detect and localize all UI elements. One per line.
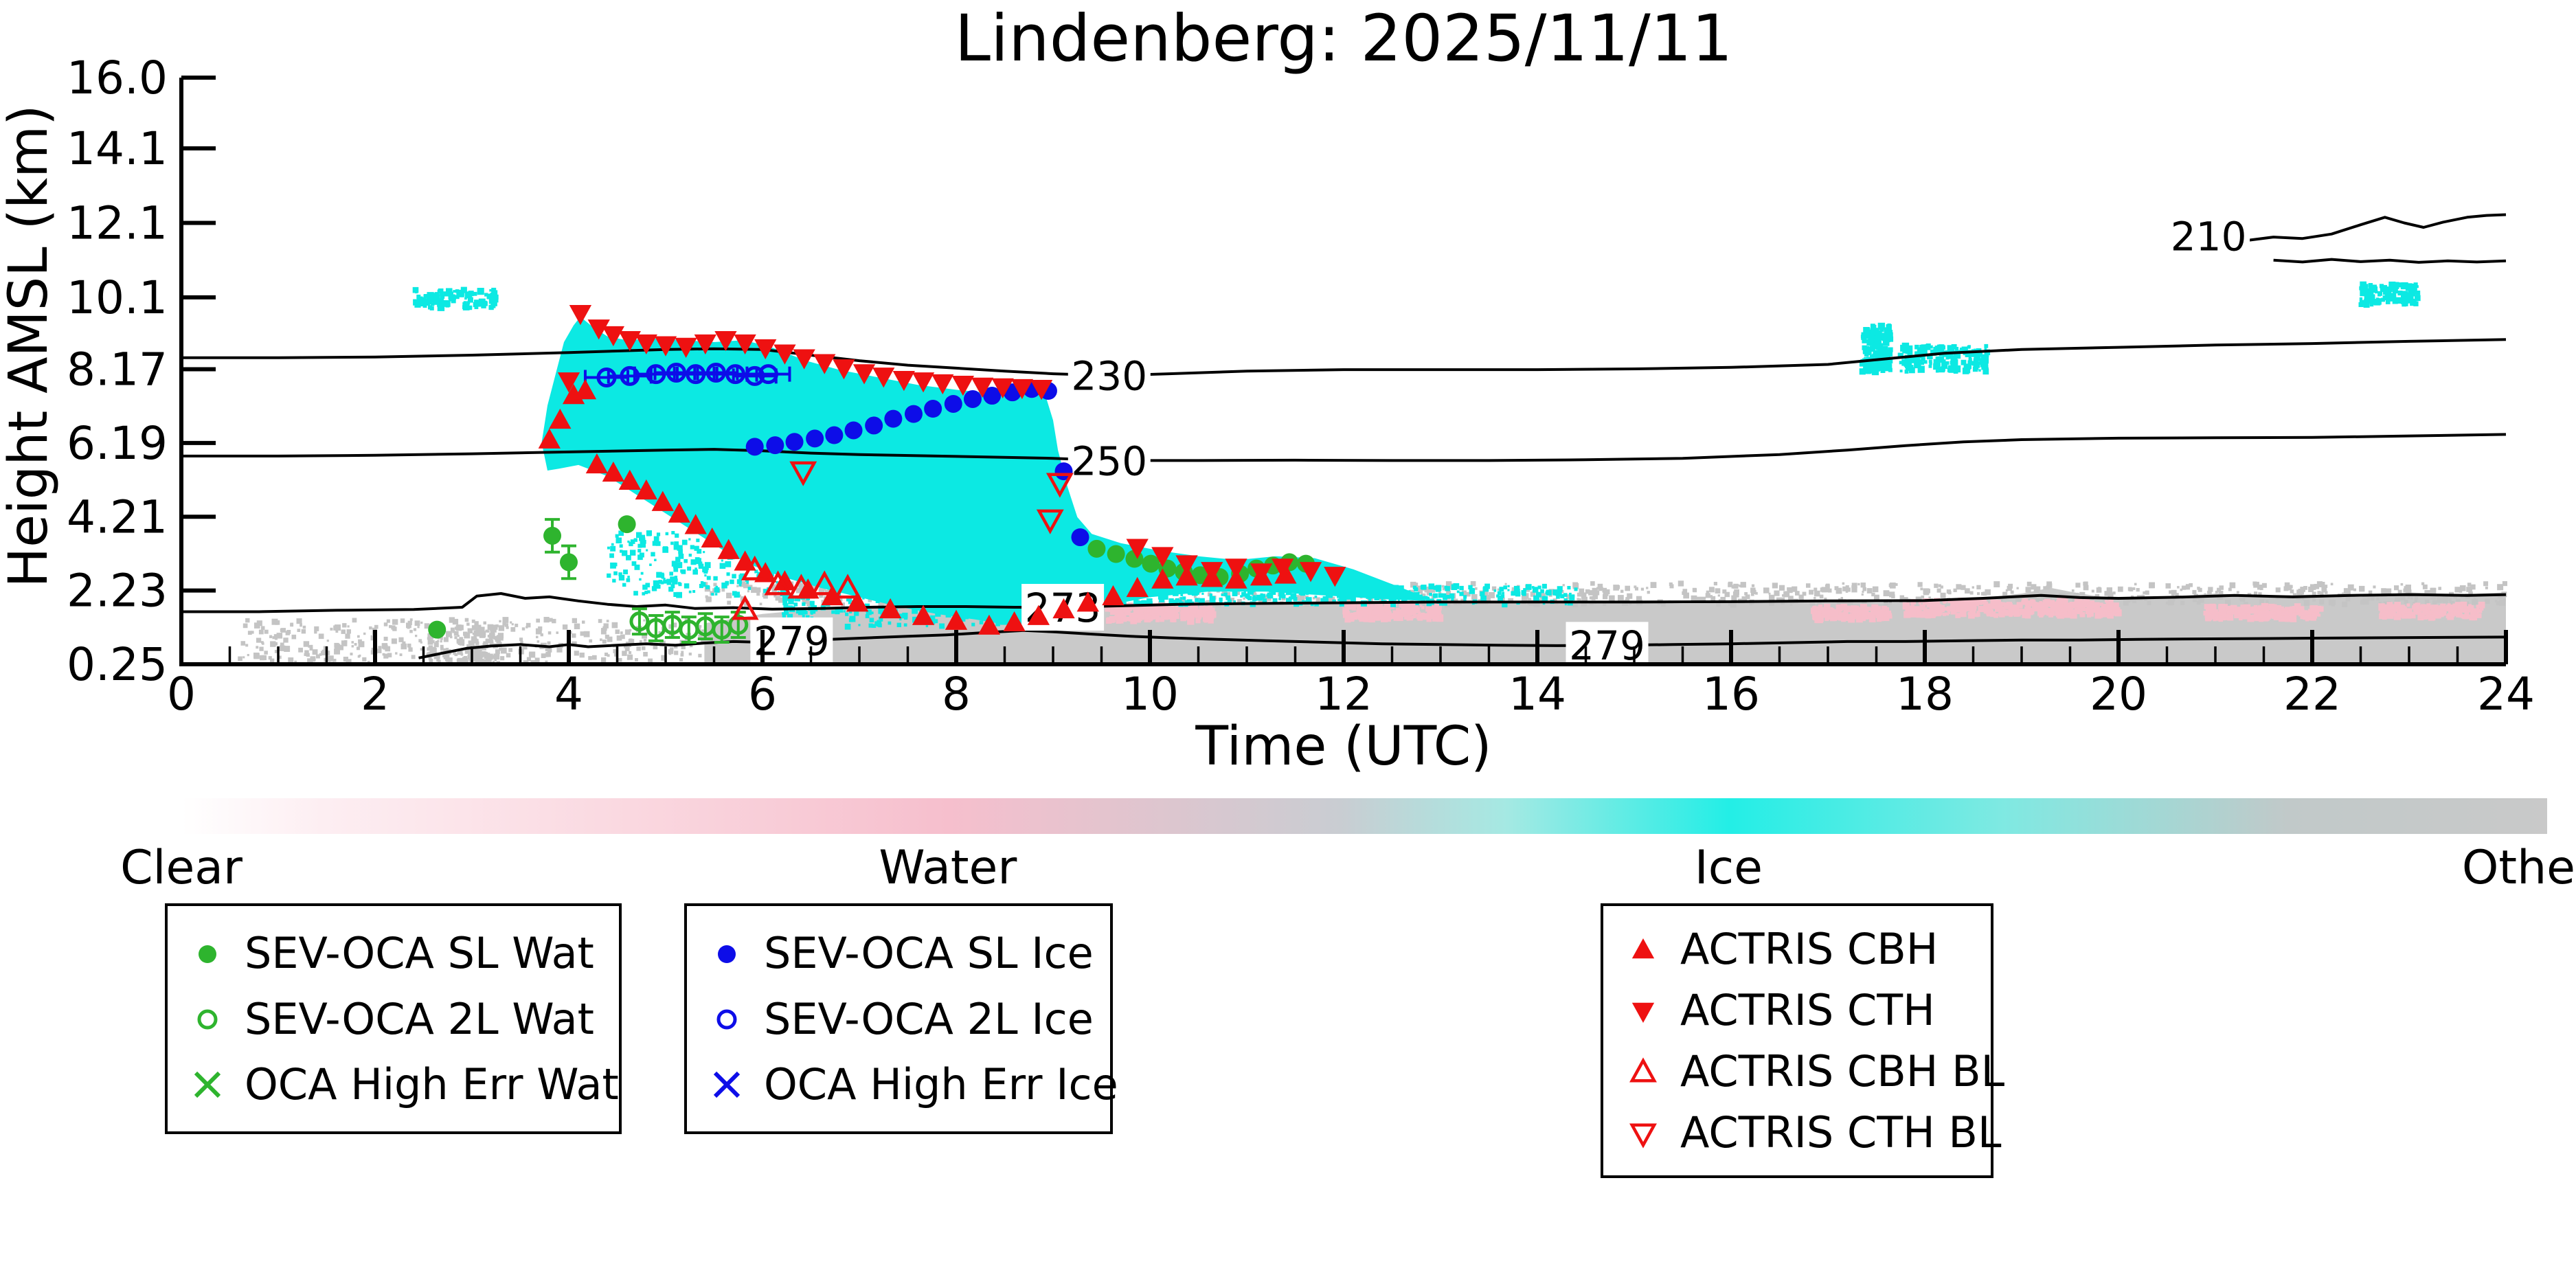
red-open-triangle-down-icon bbox=[1621, 1111, 1665, 1155]
legend-label: SEV-OCA 2L Wat bbox=[245, 993, 594, 1044]
colorbar-label-water: Water bbox=[879, 841, 1017, 895]
legend-label: SEV-OCA 2L Ice bbox=[764, 993, 1094, 1044]
legend-item-actris-cth-bl: ACTRIS CTH BL bbox=[1621, 1107, 2001, 1157]
x-tick-label: 18 bbox=[1896, 668, 1954, 721]
y-tick-label: 12.1 bbox=[67, 197, 168, 250]
series-actris-cbh bbox=[538, 379, 1297, 635]
legend-item-sev-oca-2l-ice: SEV-OCA 2L Ice bbox=[705, 993, 1094, 1044]
contour-line-250 bbox=[181, 433, 2507, 462]
series-actris-cth bbox=[557, 304, 1346, 587]
y-tick-label: 4.21 bbox=[67, 490, 168, 543]
ice-patch-18utc bbox=[1897, 342, 1991, 375]
y-tick-label: 0.25 bbox=[67, 638, 168, 691]
y-tick-label: 16.0 bbox=[67, 52, 168, 104]
colorbar bbox=[181, 798, 2547, 834]
legend-label: ACTRIS CBH bbox=[1680, 924, 1939, 974]
blue-x-cross-icon bbox=[705, 1062, 749, 1106]
x-tick-label: 24 bbox=[2477, 668, 2535, 721]
legend-label: OCA High Err Ice bbox=[764, 1059, 1118, 1109]
x-tick-label: 2 bbox=[361, 668, 389, 721]
x-tick-label: 22 bbox=[2283, 668, 2341, 721]
contour-label-279: 279 bbox=[754, 618, 830, 665]
classification-field bbox=[238, 281, 2507, 666]
x-tick-label: 4 bbox=[554, 668, 583, 721]
legend-label: ACTRIS CTH bbox=[1680, 985, 1935, 1035]
red-filled-triangle-up-icon bbox=[1621, 927, 1665, 971]
series-actris-cbh-bl bbox=[731, 555, 862, 620]
contour-label-230: 230 bbox=[1071, 353, 1147, 400]
series-sev-oca-2l-ice bbox=[583, 362, 791, 387]
colorbar-label-clear: Clear bbox=[120, 841, 242, 895]
x-tick-label: 0 bbox=[167, 668, 196, 721]
x-tick-label: 14 bbox=[1509, 668, 1566, 721]
red-open-triangle-up-icon bbox=[1621, 1050, 1665, 1094]
y-tick-label: 6.19 bbox=[67, 417, 168, 470]
green-open-circle-icon bbox=[185, 997, 229, 1041]
legend-label: SEV-OCA SL Ice bbox=[764, 928, 1094, 979]
main-ice-cloud bbox=[541, 317, 1426, 626]
colorbar-label-other: Other bbox=[2461, 841, 2576, 895]
legend-item-sev-oca-sl-wat: SEV-OCA SL Wat bbox=[185, 928, 601, 978]
contour-label-279: 279 bbox=[1569, 622, 1645, 669]
contour-line-210 bbox=[2273, 258, 2507, 264]
legend-label: SEV-OCA SL Wat bbox=[245, 928, 594, 979]
chart-title: Lindenberg: 2025/11/11 bbox=[954, 1, 1733, 76]
x-axis-label: Time (UTC) bbox=[1195, 716, 1492, 778]
legend-item-oca-high-err-ice: OCA High Err Ice bbox=[705, 1059, 1118, 1109]
green-filled-circle-icon bbox=[185, 931, 229, 975]
legend-label: ACTRIS CTH BL bbox=[1680, 1107, 2002, 1157]
x-tick-label: 6 bbox=[748, 668, 777, 721]
legend-item-actris-cbh: ACTRIS CBH bbox=[1621, 924, 1973, 974]
y-tick-label: 10.1 bbox=[67, 271, 168, 324]
legend-item-actris-cth: ACTRIS CTH bbox=[1621, 985, 1973, 1035]
axes bbox=[179, 76, 2508, 666]
legend-actris-boundaries: ACTRIS CBH ACTRIS CTH ACTRIS CBH BL ACTR… bbox=[1601, 903, 2004, 1178]
contour-label-210: 210 bbox=[2171, 213, 2247, 260]
water-speckle-6 bbox=[2378, 601, 2485, 621]
legend-item-oca-high-err-wat: OCA High Err Wat bbox=[185, 1059, 619, 1109]
ice-streak-17utc bbox=[1859, 322, 1894, 376]
x-tick-label: 8 bbox=[942, 668, 971, 721]
green-x-cross-icon bbox=[185, 1062, 229, 1106]
series-actris-cth-bl bbox=[789, 461, 1074, 534]
x-tick-label: 16 bbox=[1702, 668, 1760, 721]
water-speckle-5 bbox=[2203, 602, 2324, 622]
y-tick-label: 14.1 bbox=[67, 122, 168, 175]
legend-ice-retrievals: SEV-OCA SL Ice SEV-OCA 2L Ice OCA High E… bbox=[684, 903, 1118, 1134]
ice-patch-23utc bbox=[2358, 281, 2421, 308]
water-speckle-1 bbox=[1105, 601, 1217, 625]
y-tick-label: 8.17 bbox=[67, 343, 168, 396]
tick-labels: 0 2 4 6 8 10 12 14 16 18 20 22 2416.014.112.110.18.1… bbox=[67, 52, 2535, 721]
series-sev-oca-2l-wat bbox=[629, 607, 749, 644]
legend-item-sev-oca-sl-ice: SEV-OCA SL Ice bbox=[705, 928, 1094, 979]
legend-label: OCA High Err Wat bbox=[245, 1059, 619, 1109]
plot-area: 2102302502732792790246810121416182022241… bbox=[67, 52, 2535, 721]
legend-water-retrievals: SEV-OCA SL Wat SEV-OCA 2L Wat OCA High E… bbox=[165, 903, 622, 1134]
legend-label: ACTRIS CBH BL bbox=[1680, 1046, 2005, 1096]
x-tick-label: 12 bbox=[1315, 668, 1372, 721]
y-tick-label: 2.23 bbox=[67, 565, 168, 618]
water-speckle-3 bbox=[1811, 603, 1893, 624]
blue-open-circle-icon bbox=[705, 997, 749, 1041]
legend-item-sev-oca-2l-wat: SEV-OCA 2L Wat bbox=[185, 994, 601, 1044]
red-filled-triangle-down-icon bbox=[1621, 988, 1665, 1032]
x-tick-label: 10 bbox=[1121, 668, 1179, 721]
x-tick-label: 20 bbox=[2090, 668, 2147, 721]
legend-item-actris-cbh-bl: ACTRIS CBH BL bbox=[1621, 1046, 2004, 1096]
ice-patch-early-high bbox=[412, 286, 499, 311]
contour-label-250: 250 bbox=[1071, 438, 1147, 484]
blue-filled-circle-icon bbox=[705, 931, 749, 975]
colorbar-label-ice: Ice bbox=[1694, 841, 1763, 895]
contour-line-230 bbox=[181, 338, 2507, 377]
